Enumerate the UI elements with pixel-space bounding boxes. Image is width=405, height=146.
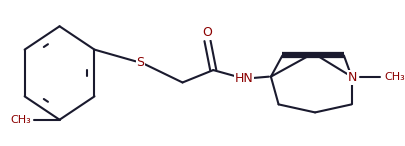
Text: CH₃: CH₃	[11, 115, 31, 125]
Text: CH₃: CH₃	[384, 72, 405, 82]
Text: HN: HN	[234, 72, 254, 85]
Text: N: N	[347, 71, 357, 84]
Text: O: O	[202, 26, 213, 39]
Text: S: S	[136, 55, 144, 69]
